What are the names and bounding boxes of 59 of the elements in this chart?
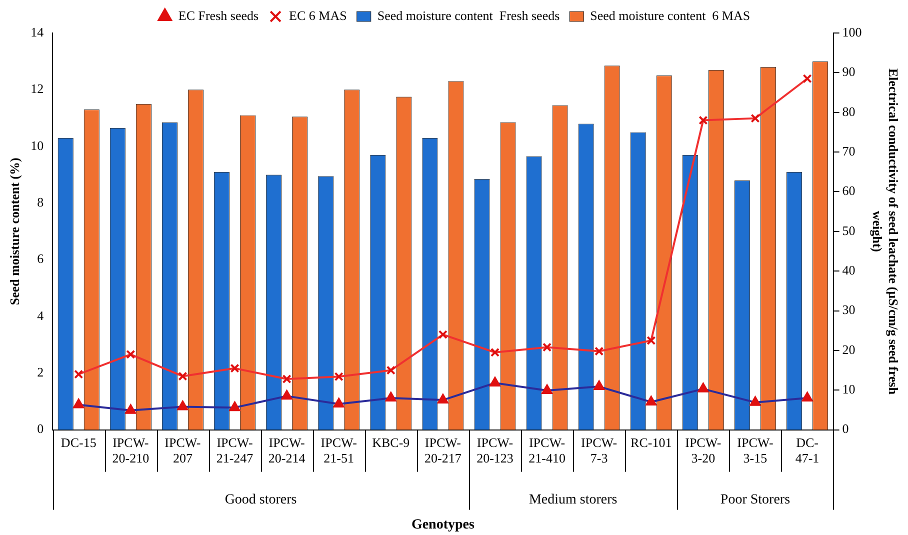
point <box>74 370 84 379</box>
x-tick-label: IPCW-21-51 <box>320 435 357 466</box>
y2-axis-title: Electrical conductivity of seed leachate (µS/cm/g seed fresh weight) <box>870 68 901 396</box>
text: Poor Storers <box>720 492 790 508</box>
point <box>490 348 500 357</box>
legend-label: EC 6 MAS <box>289 8 347 23</box>
x-tick-label: IPCW-20-217 <box>424 435 462 466</box>
y2-tick-label: 20 <box>842 342 856 357</box>
x-tick-label: DC-47-1 <box>795 435 820 466</box>
y2-tick-label: 40 <box>842 262 856 278</box>
x-tick-label: IPCW-7-3 <box>581 435 618 466</box>
point <box>594 346 604 356</box>
y-tick-label: 8 <box>37 194 44 210</box>
point <box>802 74 812 84</box>
legend-label: Seed moisture content Fresh seeds <box>377 8 560 23</box>
point <box>646 336 656 346</box>
x-tick-label: IPCW-207 <box>164 435 201 466</box>
y-tick-label: 14 <box>30 24 44 40</box>
x-tick-label: KBC-9 <box>372 435 410 450</box>
point <box>282 374 292 384</box>
text: Medium storers <box>528 492 618 508</box>
y2-tick-label: 10 <box>842 382 856 397</box>
y-tick-label: 10 <box>30 138 44 153</box>
x-tick-label: IPCW-21-247 <box>216 435 254 466</box>
x-axis-title: Genotypes <box>411 517 475 532</box>
y-tick-label: 12 <box>30 81 44 96</box>
text: Good storers <box>224 492 297 508</box>
y2-tick-label: 90 <box>842 64 856 80</box>
y-tick-label: 0 <box>37 421 44 436</box>
point <box>386 366 396 375</box>
y2-tick-label: 50 <box>842 222 856 238</box>
x-tick-label: RC-101 <box>630 435 672 450</box>
y2-tick-label: 60 <box>842 183 856 198</box>
x-tick-label: IPCW-20-214 <box>268 435 306 466</box>
x-tick-label: IPCW-21-410 <box>528 435 566 466</box>
x-tick-label: IPCW-3-15 <box>737 435 774 466</box>
y-tick-label: 2 <box>37 364 44 380</box>
point <box>698 116 708 125</box>
y-axis-title: Seed moisture content (%) <box>7 158 22 306</box>
y2-tick-label: 30 <box>842 302 856 318</box>
x-tick-label: DC-15 <box>60 435 96 450</box>
y2-tick-label: 100 <box>842 24 862 40</box>
point <box>126 350 136 359</box>
point <box>542 342 552 352</box>
y2-tick-label: 80 <box>842 104 856 119</box>
point <box>178 372 188 381</box>
y2-tick-label: 70 <box>842 143 856 158</box>
point <box>438 330 448 340</box>
point <box>334 372 344 382</box>
legend-label: EC Fresh seeds <box>178 8 259 23</box>
x-tick-label: IPCW-20-123 <box>476 435 514 466</box>
y-tick-label: 4 <box>37 308 44 323</box>
y-tick-label: 6 <box>37 251 44 266</box>
x-tick-label: IPCW-20-210 <box>112 435 150 466</box>
point <box>230 364 240 373</box>
x-tick-label: IPCW-3-20 <box>685 435 722 466</box>
legend-label: Seed moisture content 6 MAS <box>590 8 750 23</box>
point <box>750 114 760 123</box>
y2-tick-label: 0 <box>842 421 849 436</box>
